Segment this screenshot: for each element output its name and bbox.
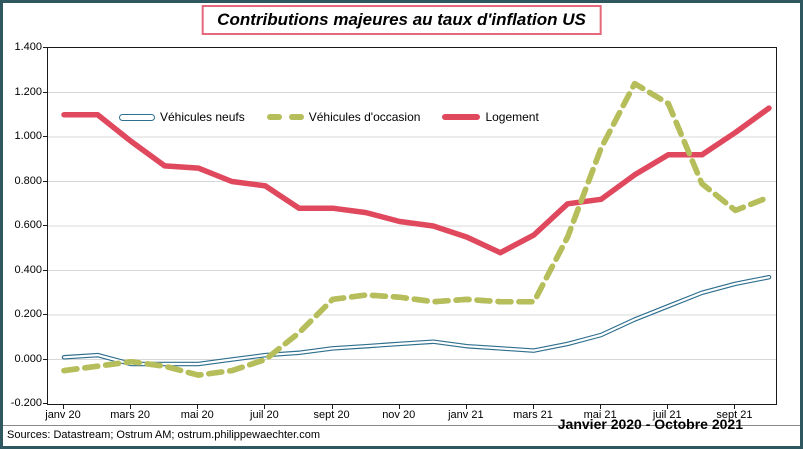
legend-label: Logement xyxy=(485,110,539,124)
y-axis-tick xyxy=(43,91,47,93)
series-vehicules-neufs-inner xyxy=(62,276,771,366)
y-axis-tick-label: 1.200 xyxy=(14,85,42,98)
x-axis-tick-label: juil 21 xyxy=(652,409,682,421)
series-vehicules-occasion xyxy=(61,80,772,378)
x-axis-tick-label: nov 20 xyxy=(382,409,416,421)
legend-item: Véhicules neufs xyxy=(119,110,245,124)
x-axis-tick-label: juil 20 xyxy=(250,409,279,421)
y-axis-tick-label: 0.400 xyxy=(14,263,42,276)
y-axis-tick-label: -0.200 xyxy=(10,397,42,409)
x-axis-tick xyxy=(331,405,333,409)
date-range-annotation: Janvier 2020 - Octobre 2021 xyxy=(557,416,743,432)
legend-sample-double-line-icon xyxy=(119,113,155,121)
sources-footer: Sources: Datastream; Ostrum AM; ostrum.p… xyxy=(3,425,800,441)
x-axis-tick-label: mars 21 xyxy=(513,409,553,421)
x-axis-tick-label: janv 20 xyxy=(45,409,81,421)
legend-item: Véhicules d'occasion xyxy=(266,110,421,124)
y-axis-tick xyxy=(43,314,47,315)
legend-label: Véhicules neufs xyxy=(160,110,245,124)
x-axis-tick-label: mai 21 xyxy=(583,409,617,421)
x-axis-tick xyxy=(130,405,132,409)
legend-sample-dashed-line-icon xyxy=(266,114,304,120)
x-axis-tick-label: mars 20 xyxy=(110,409,151,421)
y-axis-tick-label: 1.400 xyxy=(14,41,42,53)
chart-title-box: Contributions majeures au taux d'inflati… xyxy=(201,5,602,35)
series-logement xyxy=(61,105,772,256)
line-chart xyxy=(48,80,776,378)
y-axis-tick-label: 1.000 xyxy=(14,130,42,142)
y-axis-tick xyxy=(43,47,47,48)
legend-label: Véhicules d'occasion xyxy=(308,110,421,124)
legend-sample-solid-line-icon xyxy=(442,114,481,120)
x-axis-tick xyxy=(264,405,266,409)
x-axis-tick xyxy=(63,405,64,409)
legend-item: Logement xyxy=(442,110,539,124)
y-axis-tick-label: 0.200 xyxy=(14,308,42,320)
y-axis-tick xyxy=(43,180,47,182)
y-axis-tick xyxy=(43,136,47,137)
x-axis-tick-label: mai 20 xyxy=(180,409,214,421)
x-axis-tick xyxy=(533,405,534,409)
y-axis-tick xyxy=(43,403,47,404)
series-vehicules-occasion-top xyxy=(61,80,772,378)
x-axis-tick xyxy=(197,405,199,409)
x-axis-tick-label: sept 20 xyxy=(313,409,350,421)
chart-title: Contributions majeures au taux d'inflati… xyxy=(217,10,586,29)
y-axis-tick xyxy=(43,269,47,271)
y-axis-tick xyxy=(43,225,47,226)
y-axis-tick-label: 0.000 xyxy=(14,352,42,365)
x-axis-tick xyxy=(667,405,669,409)
plot-area: Véhicules neufs Véhicules d'occasion Logem… xyxy=(47,47,777,432)
sources-text: Sources: Datastream; Ostrum AM; ostrum.p… xyxy=(7,429,321,441)
y-axis-tick-label: 0.800 xyxy=(14,174,42,187)
x-axis-tick xyxy=(600,405,602,409)
x-axis-tick xyxy=(398,405,400,409)
y-axis-tick xyxy=(43,358,47,360)
y-axis-tick-label: 0.600 xyxy=(14,219,42,231)
legend: Véhicules neufs Véhicules d'occasion Logem… xyxy=(119,110,539,124)
x-axis-tick-label: janv 21 xyxy=(448,409,484,421)
x-axis-tick-label: sept 21 xyxy=(716,409,753,421)
series-vehicules-neufs xyxy=(61,274,772,367)
x-axis-tick xyxy=(734,405,736,409)
x-axis-tick xyxy=(465,405,467,409)
